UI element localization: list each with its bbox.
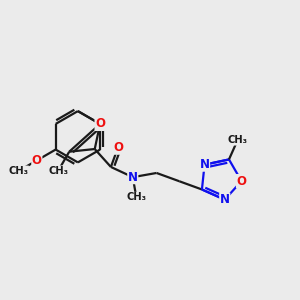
- Text: O: O: [95, 117, 105, 130]
- Text: N: N: [220, 193, 230, 206]
- Text: CH₃: CH₃: [48, 166, 68, 176]
- Text: O: O: [113, 141, 123, 154]
- Text: N: N: [200, 158, 209, 171]
- Text: CH₃: CH₃: [228, 135, 247, 145]
- Text: CH₃: CH₃: [8, 166, 28, 176]
- Text: O: O: [236, 175, 247, 188]
- Text: N: N: [128, 171, 138, 184]
- Text: CH₃: CH₃: [126, 192, 146, 203]
- Text: O: O: [32, 154, 42, 167]
